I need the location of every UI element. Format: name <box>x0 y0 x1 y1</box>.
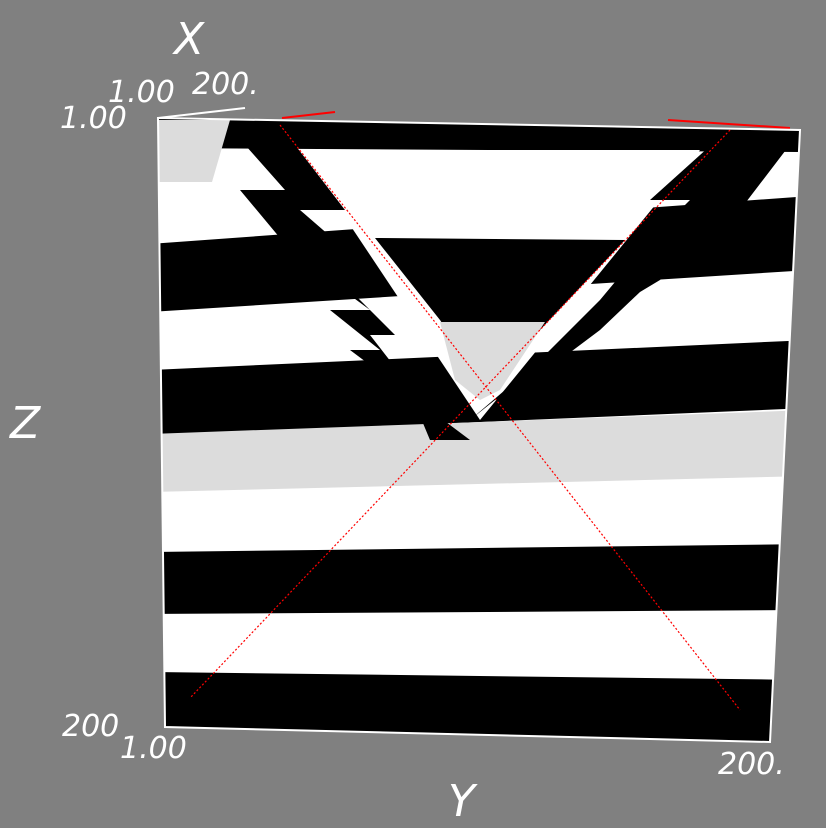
stripe-dark <box>158 672 800 742</box>
left-zigzag <box>230 128 470 440</box>
x-axis-tick-max: 200. <box>192 67 259 102</box>
y-axis-title: Y <box>448 776 475 827</box>
volume-face <box>158 118 800 742</box>
center-wedge-grey <box>440 322 545 400</box>
bounding-box <box>156 116 802 744</box>
y-axis-tick-min: 1.00 <box>120 731 187 766</box>
bounding-box-edge <box>157 107 246 119</box>
right-zigzag <box>470 128 795 420</box>
z-axis-tick-bottom: 200 <box>62 709 120 744</box>
x-axis-title: X <box>174 14 205 65</box>
z-axis-tick-top: 1.00 <box>60 101 127 136</box>
stripe-dark <box>158 544 800 614</box>
stripe-grey <box>158 410 800 492</box>
x-axis-tick-min: 1.00 <box>108 75 175 110</box>
cut-lines <box>189 111 791 711</box>
z-axis-title: Z <box>10 398 41 449</box>
center-wedge-dark <box>375 238 625 365</box>
stripe-grey <box>158 120 230 182</box>
y-axis-tick-max: 200. <box>718 747 785 782</box>
